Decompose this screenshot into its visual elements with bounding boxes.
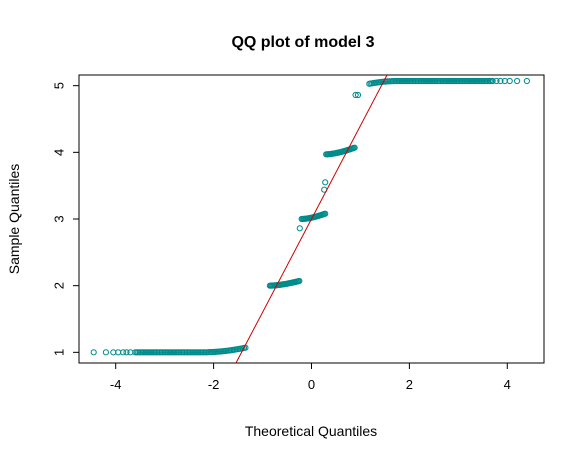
y-tick-label: 4 [51,149,66,156]
data-point [120,349,127,356]
x-tick-label: 0 [308,377,315,392]
y-tick-label: 2 [51,282,66,289]
x-tick-label: 4 [504,377,511,392]
data-point [497,77,504,85]
reference-line [235,74,388,364]
data-point [90,349,97,356]
y-axis: 1 2 3 4 5 [51,82,80,356]
y-tick-label: 3 [51,215,66,222]
reference-line-group [235,74,388,364]
data-point [489,77,496,85]
y-tick-label: 5 [51,82,66,89]
data-point [296,225,303,232]
data-point [506,77,513,85]
data-point [296,277,303,285]
y-tick-label: 1 [51,349,66,356]
x-tick-label: 2 [406,377,413,392]
data-point [514,77,521,85]
x-tick-label: -2 [208,377,220,392]
data-point [523,77,531,85]
x-axis-label: Theoretical Quantiles [245,423,377,439]
data-point [351,144,358,151]
data-point [493,77,500,85]
x-tick-label: -4 [110,377,122,392]
y-axis-label: Sample Quantiles [6,164,22,275]
data-point [354,91,362,99]
chart-title: QQ plot of model 3 [231,34,374,51]
x-axis: -4 -2 0 2 4 [110,362,511,392]
data-point [322,179,329,186]
data-point [123,349,130,356]
data-points [90,77,531,356]
data-point [322,210,329,217]
data-point [102,349,110,356]
data-point [352,91,359,99]
